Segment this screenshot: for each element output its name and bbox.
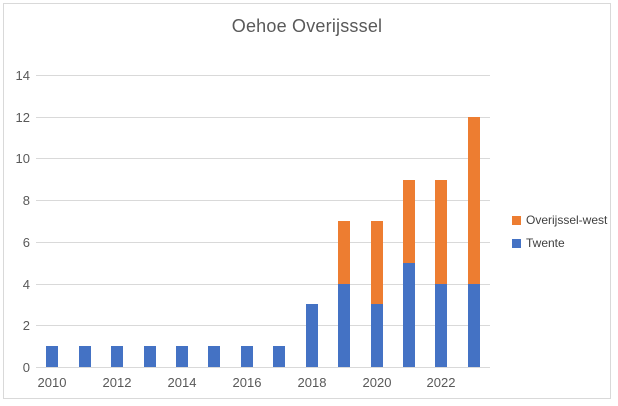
bar-2019-twente xyxy=(338,284,350,367)
gridline-y6 xyxy=(36,242,490,243)
bar-2020-overijssel-west xyxy=(371,221,383,304)
y-axis-tick-label: 4 xyxy=(22,277,30,292)
x-axis-tick-label: 2010 xyxy=(37,375,67,390)
gridline-y10 xyxy=(36,158,490,159)
legend-label: Twente xyxy=(526,236,565,250)
bar-2022-overijssel-west xyxy=(435,180,447,284)
x-axis-tick-label: 2012 xyxy=(102,375,132,390)
y-axis-tick-label: 10 xyxy=(15,151,30,166)
chart-title: Oehoe Overijsssel xyxy=(231,16,383,36)
legend-item-overijssel-west: Overijssel-west xyxy=(512,213,607,227)
y-axis-tick-label: 0 xyxy=(22,360,30,375)
legend-swatch-icon xyxy=(512,215,521,225)
y-axis-tick-label: 8 xyxy=(22,193,30,208)
bar-2023-overijssel-west xyxy=(468,117,480,284)
bar-2013-twente xyxy=(144,346,156,367)
bar-2010-twente xyxy=(46,346,58,367)
y-axis-tick-label: 14 xyxy=(15,68,30,83)
x-axis-tick-label: 2016 xyxy=(232,375,262,390)
x-axis-tick-label: 2018 xyxy=(297,375,327,390)
bar-2018-twente xyxy=(306,304,318,367)
y-axis-tick-label: 6 xyxy=(22,235,30,250)
bar-2015-twente xyxy=(208,346,220,367)
bar-2019-overijssel-west xyxy=(338,221,350,284)
bar-2023-twente xyxy=(468,284,480,367)
chart-container: Oehoe Overijsssel 0 2 4 6 8 10 12 14 2010 2012 201… xyxy=(3,3,611,399)
bar-2021-twente xyxy=(403,263,415,367)
x-axis-tick-label: 2014 xyxy=(167,375,197,390)
gridline-y12 xyxy=(36,117,490,118)
bar-2012-twente xyxy=(111,346,123,367)
gridline-y0 xyxy=(36,367,490,368)
y-axis-tick-label: 2 xyxy=(22,318,30,333)
bar-2014-twente xyxy=(176,346,188,367)
plot-area: 0 2 4 6 8 10 12 14 2010 2012 2014 2016 2018 2020 2022 xyxy=(4,4,610,398)
bar-2011-twente xyxy=(79,346,91,367)
bar-2016-twente xyxy=(241,346,253,367)
gridline-y14 xyxy=(36,75,490,76)
bar-2017-twente xyxy=(273,346,285,367)
bar-2020-twente xyxy=(371,304,383,367)
gridline-y2 xyxy=(36,325,490,326)
legend-item-twente: Twente xyxy=(512,236,607,250)
x-axis-tick-label: 2020 xyxy=(362,375,392,390)
y-axis-tick-label: 12 xyxy=(15,110,30,125)
gridline-y8 xyxy=(36,200,490,201)
bar-2021-overijssel-west xyxy=(403,180,415,263)
legend-label: Overijssel-west xyxy=(526,213,608,227)
x-axis-tick-label: 2022 xyxy=(426,375,456,390)
bar-2022-twente xyxy=(435,284,447,367)
gridline-y4 xyxy=(36,284,490,285)
legend: Overijssel-west Twente xyxy=(512,213,607,259)
legend-swatch-icon xyxy=(512,238,521,248)
